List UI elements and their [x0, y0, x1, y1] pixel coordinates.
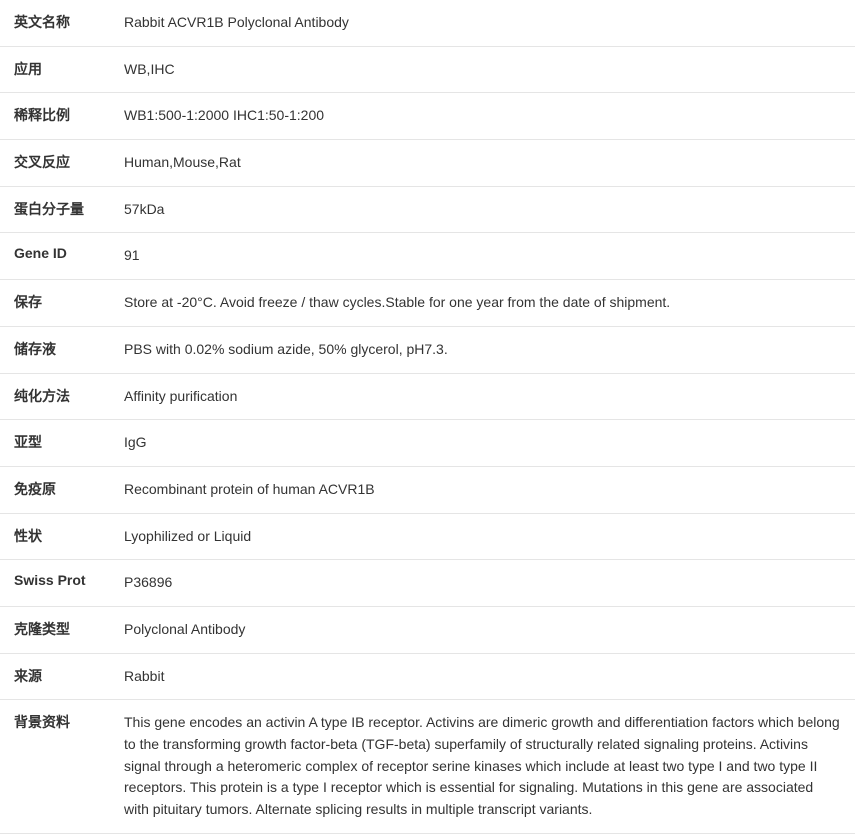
spec-value: PBS with 0.02% sodium azide, 50% glycero… [120, 326, 855, 373]
spec-label: 应用 [0, 46, 120, 93]
spec-row: 英文名称 Rabbit ACVR1B Polyclonal Antibody [0, 0, 855, 46]
spec-tbody: 英文名称 Rabbit ACVR1B Polyclonal Antibody 应… [0, 0, 855, 833]
spec-label: 来源 [0, 653, 120, 700]
spec-value: Recombinant protein of human ACVR1B [120, 466, 855, 513]
spec-value: Polyclonal Antibody [120, 606, 855, 653]
product-spec-table: 英文名称 Rabbit ACVR1B Polyclonal Antibody 应… [0, 0, 855, 834]
spec-value: 91 [120, 233, 855, 280]
spec-row: 蛋白分子量 57kDa [0, 186, 855, 233]
spec-row: 储存液 PBS with 0.02% sodium azide, 50% gly… [0, 326, 855, 373]
spec-value: Rabbit ACVR1B Polyclonal Antibody [120, 0, 855, 46]
spec-row: 交叉反应 Human,Mouse,Rat [0, 140, 855, 187]
spec-row: 性状 Lyophilized or Liquid [0, 513, 855, 560]
spec-value: This gene encodes an activin A type IB r… [120, 700, 855, 833]
spec-value: Affinity purification [120, 373, 855, 420]
spec-value: Lyophilized or Liquid [120, 513, 855, 560]
spec-row: 克隆类型 Polyclonal Antibody [0, 606, 855, 653]
spec-label: 免疫原 [0, 466, 120, 513]
spec-label: 背景资料 [0, 700, 120, 833]
spec-label: 克隆类型 [0, 606, 120, 653]
spec-row: 背景资料 This gene encodes an activin A type… [0, 700, 855, 833]
spec-value: P36896 [120, 560, 855, 607]
spec-label: 英文名称 [0, 0, 120, 46]
spec-value: WB1:500-1:2000 IHC1:50-1:200 [120, 93, 855, 140]
spec-row: 亚型 IgG [0, 420, 855, 467]
spec-row: 应用 WB,IHC [0, 46, 855, 93]
spec-value: 57kDa [120, 186, 855, 233]
spec-label: 储存液 [0, 326, 120, 373]
spec-label: 性状 [0, 513, 120, 560]
spec-value: Store at -20°C. Avoid freeze / thaw cycl… [120, 280, 855, 327]
spec-label: 保存 [0, 280, 120, 327]
spec-label: Swiss Prot [0, 560, 120, 607]
spec-label: 蛋白分子量 [0, 186, 120, 233]
spec-value: WB,IHC [120, 46, 855, 93]
spec-row: Gene ID 91 [0, 233, 855, 280]
spec-label: 交叉反应 [0, 140, 120, 187]
spec-value: Rabbit [120, 653, 855, 700]
spec-label: 纯化方法 [0, 373, 120, 420]
spec-label: 稀释比例 [0, 93, 120, 140]
spec-row: Swiss Prot P36896 [0, 560, 855, 607]
spec-row: 保存 Store at -20°C. Avoid freeze / thaw c… [0, 280, 855, 327]
spec-label: Gene ID [0, 233, 120, 280]
spec-row: 纯化方法 Affinity purification [0, 373, 855, 420]
spec-value: Human,Mouse,Rat [120, 140, 855, 187]
spec-label: 亚型 [0, 420, 120, 467]
spec-row: 来源 Rabbit [0, 653, 855, 700]
spec-row: 免疫原 Recombinant protein of human ACVR1B [0, 466, 855, 513]
spec-row: 稀释比例 WB1:500-1:2000 IHC1:50-1:200 [0, 93, 855, 140]
spec-value: IgG [120, 420, 855, 467]
